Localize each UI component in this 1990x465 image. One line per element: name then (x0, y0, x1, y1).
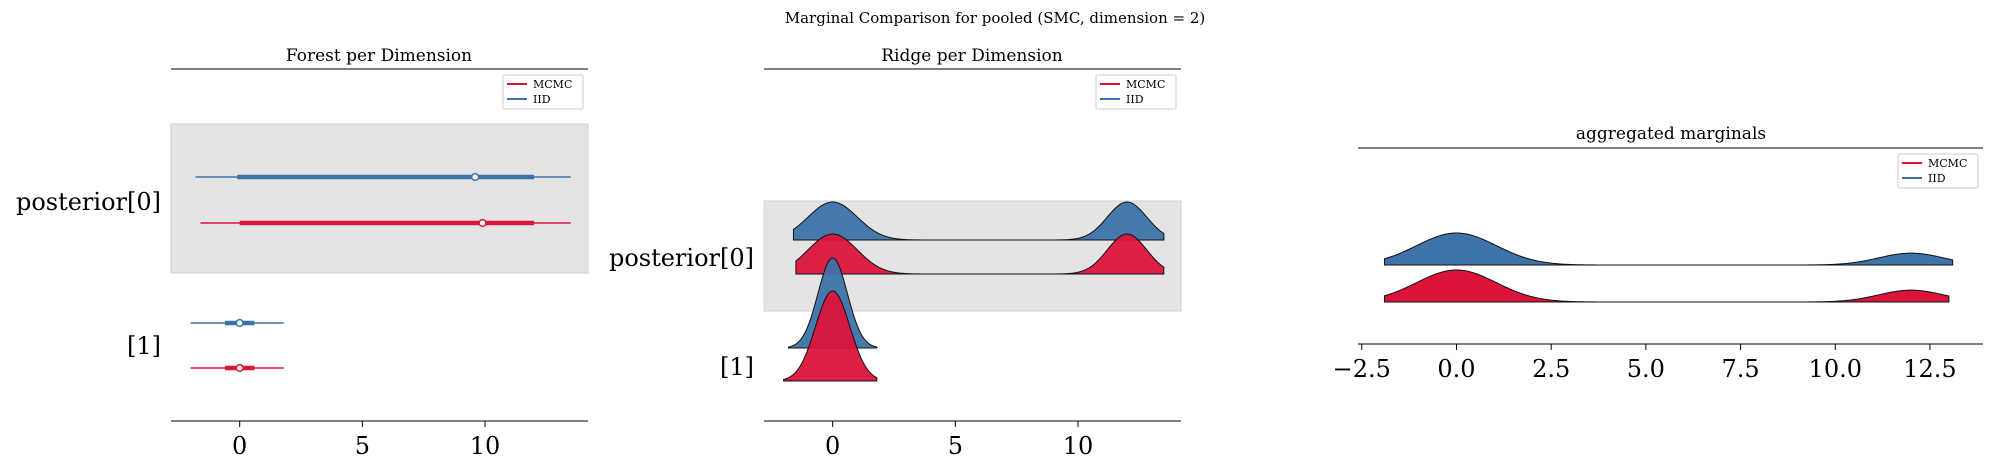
ridge-panel: Ridge per Dimension posterior[0] [1] 0 5 1… (609, 46, 1182, 460)
forest-marks (190, 172, 571, 373)
forest-panel-title: Forest per Dimension (286, 46, 472, 66)
aggregated-marks (1384, 232, 1954, 303)
forest-highlight-band (170, 123, 589, 274)
x-tick-label: 7.5 (1721, 355, 1759, 383)
x-tick-label: 0 (232, 432, 247, 460)
ridge-legend-iid-label: IID (1126, 93, 1144, 106)
forest-legend-mcmc-label: MCMC (533, 78, 572, 91)
ridge-x-ticks: 0 5 10 (825, 421, 1093, 460)
ridge-row-label-1: [1] (720, 353, 754, 381)
forest-legend-iid-label: IID (533, 93, 551, 106)
x-tick-label: 5 (948, 432, 963, 460)
ridge-panel-title: Ridge per Dimension (881, 46, 1063, 66)
aggregated-legend-iid-label: IID (1928, 172, 1946, 185)
ridge-marks (783, 201, 1165, 382)
aggregated-density-mcmc (1384, 269, 1950, 303)
forest-x-ticks: 0 5 10 (232, 421, 500, 460)
median-point (235, 363, 244, 373)
figure-suptitle: Marginal Comparison for pooled (SMC, dim… (785, 9, 1205, 27)
aggregated-panel: aggregated marginals −2.5 0.0 2.5 5.0 7.5 10.… (1333, 124, 1983, 383)
ridge-row-label-posterior0: posterior[0] (609, 244, 754, 272)
x-tick-label: 12.5 (1903, 355, 1956, 383)
aggregated-panel-title: aggregated marginals (1576, 124, 1766, 144)
x-tick-label: 10 (470, 432, 501, 460)
x-tick-label: 5 (355, 432, 370, 460)
x-tick-label: 5.0 (1627, 355, 1665, 383)
aggregated-legend-mcmc-label: MCMC (1928, 157, 1967, 170)
forest-row-label-1: [1] (127, 332, 161, 360)
forest-panel: Forest per Dimension posterior[0] [1] 0 5… (16, 46, 589, 460)
x-tick-label: 10 (1063, 432, 1094, 460)
ridge-legend-mcmc-label: MCMC (1126, 78, 1165, 91)
forest-legend: MCMC IID (502, 74, 584, 110)
x-tick-label: 2.5 (1532, 355, 1570, 383)
aggregated-density-iid (1384, 232, 1954, 266)
forest-row-label-posterior0: posterior[0] (16, 188, 161, 216)
median-point (471, 172, 480, 182)
x-tick-label: −2.5 (1333, 355, 1391, 383)
median-point (478, 218, 487, 228)
aggregated-legend: MCMC IID (1897, 153, 1979, 189)
x-tick-label: 10.0 (1809, 355, 1862, 383)
aggregated-x-ticks: −2.5 0.0 2.5 5.0 7.5 10.0 12.5 (1333, 344, 1957, 383)
x-tick-label: 0 (825, 432, 840, 460)
median-point (235, 318, 244, 328)
ridge-density-mcmc (783, 290, 878, 382)
ridge-legend: MCMC IID (1095, 74, 1177, 110)
x-tick-label: 0.0 (1437, 355, 1475, 383)
